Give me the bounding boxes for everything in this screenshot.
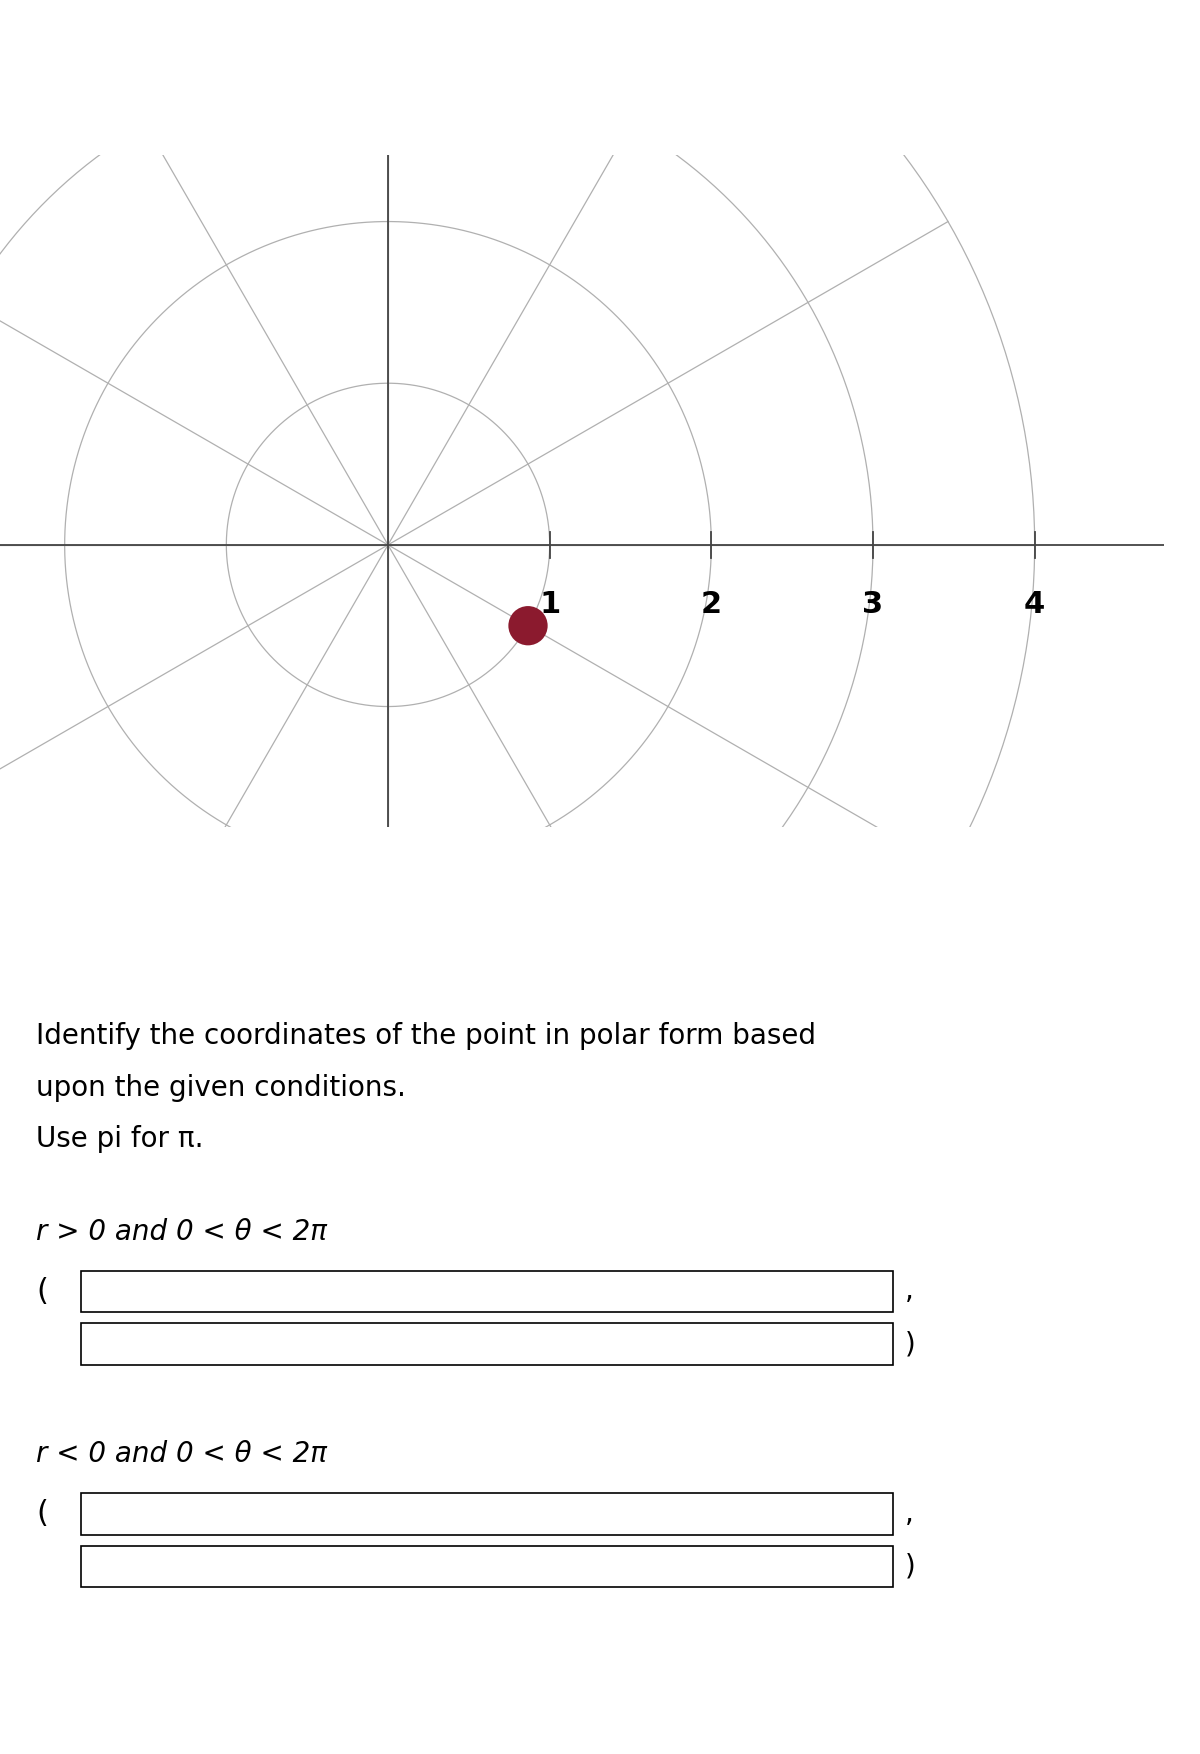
Text: upon the given conditions.: upon the given conditions. xyxy=(36,1073,406,1102)
Text: ): ) xyxy=(905,1330,916,1358)
Text: ,: , xyxy=(905,1277,913,1305)
FancyBboxPatch shape xyxy=(82,1545,893,1587)
Text: Identify the coordinates of the point in polar form based: Identify the coordinates of the point in… xyxy=(36,1023,816,1051)
Text: 3: 3 xyxy=(863,589,883,619)
Text: r > 0 and 0 < θ < 2π: r > 0 and 0 < θ < 2π xyxy=(36,1217,326,1245)
Text: 2: 2 xyxy=(701,589,722,619)
Text: 4: 4 xyxy=(1024,589,1045,619)
Text: 1: 1 xyxy=(539,589,560,619)
Text: ,: , xyxy=(905,1500,913,1528)
Text: ): ) xyxy=(905,1552,916,1580)
Point xyxy=(518,612,538,640)
Text: Use pi for π.: Use pi for π. xyxy=(36,1124,204,1152)
Text: r < 0 and 0 < θ < 2π: r < 0 and 0 < θ < 2π xyxy=(36,1440,326,1468)
FancyBboxPatch shape xyxy=(82,1493,893,1535)
FancyBboxPatch shape xyxy=(82,1270,893,1312)
Text: (: ( xyxy=(36,1500,48,1528)
FancyBboxPatch shape xyxy=(82,1323,893,1365)
Text: (: ( xyxy=(36,1277,48,1305)
